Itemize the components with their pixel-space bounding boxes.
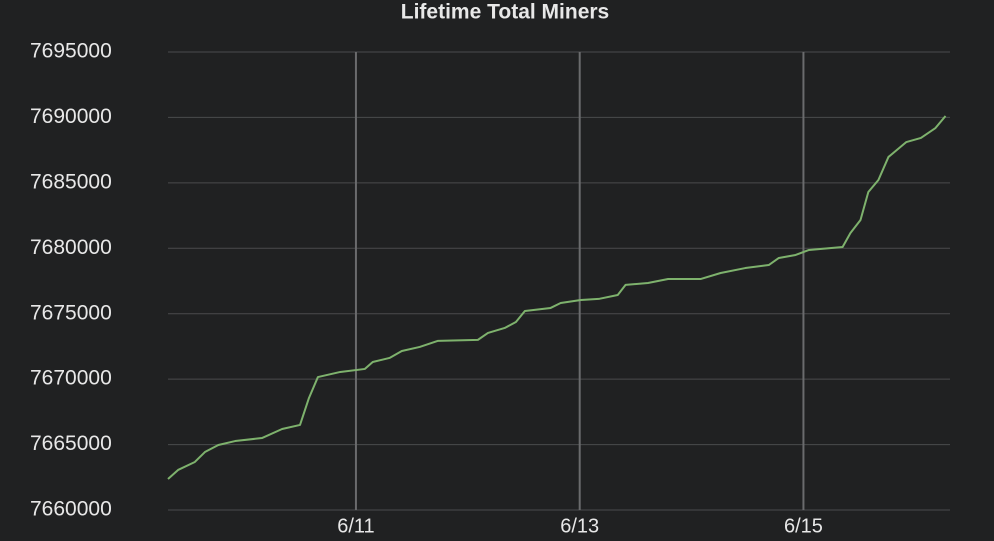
y-tick-label: 7690000 <box>30 105 112 128</box>
x-tick-label: 6/11 <box>337 515 374 537</box>
y-tick-label: 7680000 <box>30 236 112 259</box>
chart-title: Lifetime Total Miners <box>401 1 609 24</box>
y-tick-label: 7670000 <box>30 367 112 390</box>
y-tick-label: 7695000 <box>30 40 112 63</box>
x-tick-label: 6/13 <box>560 515 599 537</box>
y-tick-label: 7675000 <box>30 301 112 324</box>
y-tick-label: 7685000 <box>30 170 112 193</box>
line <box>167 115 947 480</box>
y-tick-label: 7665000 <box>30 432 112 455</box>
x-tick-label: 6/15 <box>784 515 823 537</box>
y-tick-label: 7660000 <box>30 498 112 521</box>
